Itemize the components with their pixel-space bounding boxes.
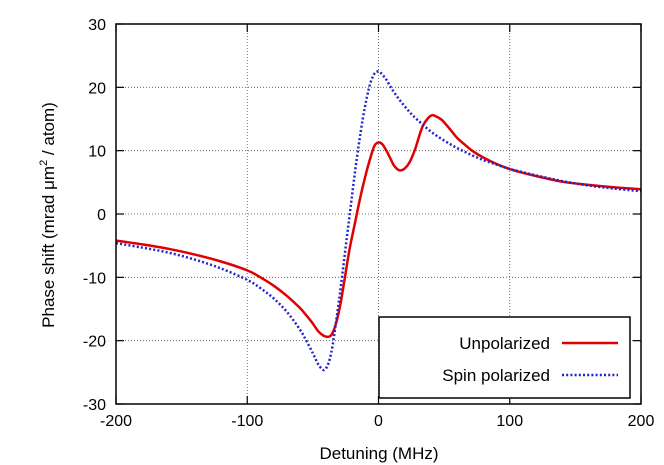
- y-tick-label-1: -20: [83, 334, 106, 351]
- y-tick-label-5: 20: [88, 80, 106, 97]
- y-tick-label-3: 0: [97, 207, 106, 224]
- y-tick-label-6: 30: [88, 17, 106, 34]
- y-tick-label-0: -30: [83, 397, 106, 414]
- x-tick-labels: -200 -100 0 100 200: [100, 413, 654, 430]
- x-tick-label-0: -200: [100, 413, 132, 430]
- legend-label-unpolarized: Unpolarized: [459, 334, 550, 353]
- y-axis-label-tail: / atom): [39, 102, 58, 160]
- x-tick-label-2: 0: [374, 413, 383, 430]
- y-tick-label-4: 10: [88, 144, 106, 161]
- y-axis-label-superscript: 2: [38, 160, 50, 166]
- series-line-0: [115, 113, 642, 339]
- grid-lines: [116, 24, 641, 404]
- y-tick-labels: -30 -20 -10 0 10 20 30: [83, 17, 106, 414]
- x-tick-label-3: 100: [496, 413, 523, 430]
- y-tick-label-2: -10: [83, 270, 106, 287]
- y-axis-label-main: Phase shift (mrad μm: [39, 166, 58, 328]
- series-line-1: [115, 70, 642, 372]
- plot-frame: [115, 23, 642, 405]
- x-tick-label-1: -100: [231, 413, 263, 430]
- x-axis-label: Detuning (MHz): [319, 444, 438, 463]
- legend: Unpolarized Spin polarized: [378, 316, 631, 399]
- legend-label-spin-polarized: Spin polarized: [442, 366, 550, 385]
- legend-box: [378, 316, 631, 399]
- x-tick-label-4: 200: [628, 413, 655, 430]
- series-lines: [115, 70, 642, 372]
- y-axis-label: Phase shift (mrad μm2 / atom): [38, 102, 58, 328]
